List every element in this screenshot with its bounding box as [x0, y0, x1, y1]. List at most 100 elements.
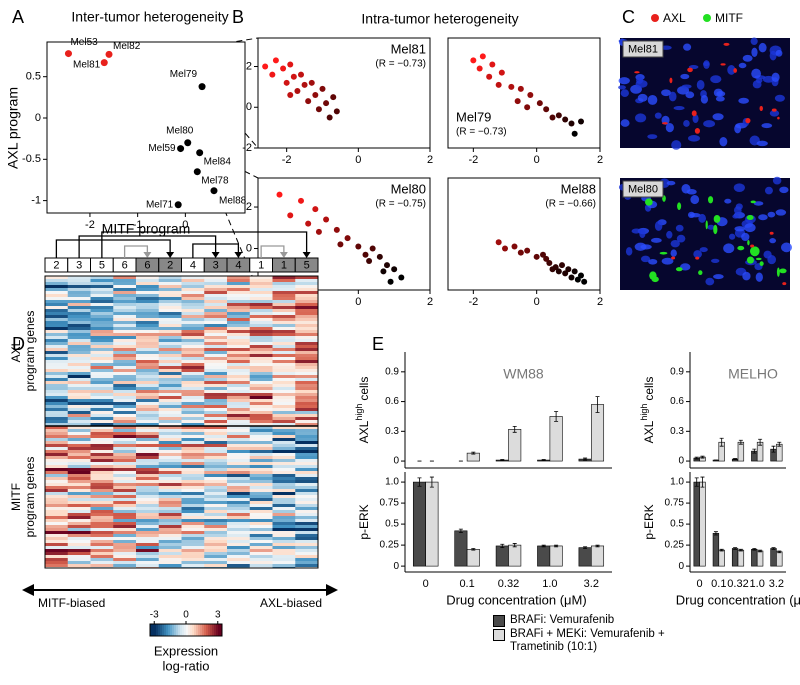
- heatmap-cell: [272, 396, 296, 400]
- heatmap-cell: [158, 315, 182, 319]
- heatmap-cell: [136, 375, 160, 379]
- heatmap-cell: [136, 294, 160, 298]
- heatmap-cell: [113, 405, 137, 409]
- error-bar: [512, 543, 517, 548]
- heatmap-cell: [227, 285, 251, 289]
- heatmap-cell: [158, 411, 182, 415]
- column-label: 6: [144, 259, 150, 271]
- heatmap-cell: [45, 342, 69, 346]
- heatmap-cell: [113, 348, 137, 352]
- heatmap-cell: [272, 528, 296, 532]
- heatmap-cell: [158, 492, 182, 496]
- heatmap-cell: [227, 408, 251, 412]
- heatmap-cell: [113, 408, 137, 412]
- nucleus: [618, 85, 626, 90]
- y-tick-label: 0: [246, 101, 252, 113]
- heatmap-cell: [181, 360, 205, 364]
- heatmap-cell: [181, 555, 205, 559]
- heatmap-cell: [136, 537, 160, 541]
- heatmap-cell: [113, 351, 137, 355]
- heatmap-cell: [90, 477, 114, 481]
- heatmap-cell: [158, 420, 182, 424]
- heatmap-cell: [67, 501, 91, 505]
- heatmap-cell: [272, 288, 296, 292]
- bar: [712, 533, 720, 567]
- point: [380, 268, 387, 275]
- point: [540, 251, 546, 258]
- error-bar: [752, 448, 757, 454]
- heatmap-cell: [295, 357, 319, 361]
- nucleus: [741, 232, 750, 242]
- legend-swatch: [493, 615, 505, 627]
- heatmap-cell: [136, 330, 160, 334]
- error-bar: [758, 549, 763, 553]
- image-label: Mel81: [628, 43, 658, 55]
- heatmap-cell: [204, 384, 228, 388]
- heatmap-cell: [295, 519, 319, 523]
- heatmap-cell: [113, 306, 137, 310]
- heatmap-cell: [113, 483, 137, 487]
- point: [333, 108, 340, 115]
- heatmap-cell: [204, 456, 228, 460]
- nucleus: [728, 233, 736, 240]
- heatmap-cell: [227, 471, 251, 475]
- heatmap-cell: [113, 294, 137, 298]
- heatmap-cell: [181, 372, 205, 376]
- heatmap-cell: [90, 462, 114, 466]
- heatmap-cell: [272, 399, 296, 403]
- nucleus: [751, 68, 762, 79]
- heatmap-cell: [90, 345, 114, 349]
- heatmap-cell: [272, 414, 296, 418]
- heatmap-cell: [204, 438, 228, 442]
- heatmap-cell: [113, 429, 137, 433]
- heatmap-cell: [158, 441, 182, 445]
- heatmap-cell: [136, 474, 160, 478]
- heatmap-cell: [67, 378, 91, 382]
- heatmap-cell: [67, 435, 91, 439]
- stain: [776, 267, 780, 277]
- heatmap-cell: [158, 477, 182, 481]
- heatmap-cell: [295, 531, 319, 535]
- point: [333, 226, 340, 233]
- error-bar: [694, 456, 699, 460]
- heatmap-cell: [45, 384, 69, 388]
- heatmap-cell: [90, 366, 114, 370]
- heatmap-cell: [249, 534, 273, 538]
- colorbar-cell: [206, 624, 209, 636]
- heatmap-cell: [204, 405, 228, 409]
- heatmap-cell: [249, 294, 273, 298]
- point: [301, 81, 308, 88]
- heatmap-cell: [90, 558, 114, 562]
- connector-head: [302, 252, 311, 258]
- heatmap-cell: [158, 528, 182, 532]
- heatmap-cell: [272, 426, 296, 430]
- heatmap-cell: [227, 291, 251, 295]
- heatmap-cell: [295, 501, 319, 505]
- heatmap-cell: [45, 336, 69, 340]
- heatmap-cell: [204, 297, 228, 301]
- heatmap-cell: [136, 519, 160, 523]
- heatmap-cell: [181, 447, 205, 451]
- heatmap-cell: [158, 450, 182, 454]
- nucleus: [634, 242, 647, 251]
- heatmap-cell: [181, 414, 205, 418]
- heatmap-cell: [45, 294, 69, 298]
- heatmap-cell: [295, 432, 319, 436]
- heatmap-cell: [272, 420, 296, 424]
- y-tick-label: 0.9: [670, 366, 684, 377]
- heatmap-cell: [204, 450, 228, 454]
- heatmap-cell: [227, 309, 251, 313]
- error-bar: [471, 548, 476, 551]
- colorbar-cell: [168, 624, 171, 636]
- heatmap-cell: [67, 405, 91, 409]
- heatmap-cell: [67, 534, 91, 538]
- heatmap-cell: [90, 468, 114, 472]
- heatmap-cell: [113, 390, 137, 394]
- heatmap-cell: [113, 516, 137, 520]
- heatmap-cell: [113, 471, 137, 475]
- heatmap-cell: [45, 546, 69, 550]
- heatmap-cell: [227, 402, 251, 406]
- nucleus: [670, 249, 677, 257]
- y-tick-label: 1.0: [385, 477, 399, 488]
- heatmap-cell: [227, 360, 251, 364]
